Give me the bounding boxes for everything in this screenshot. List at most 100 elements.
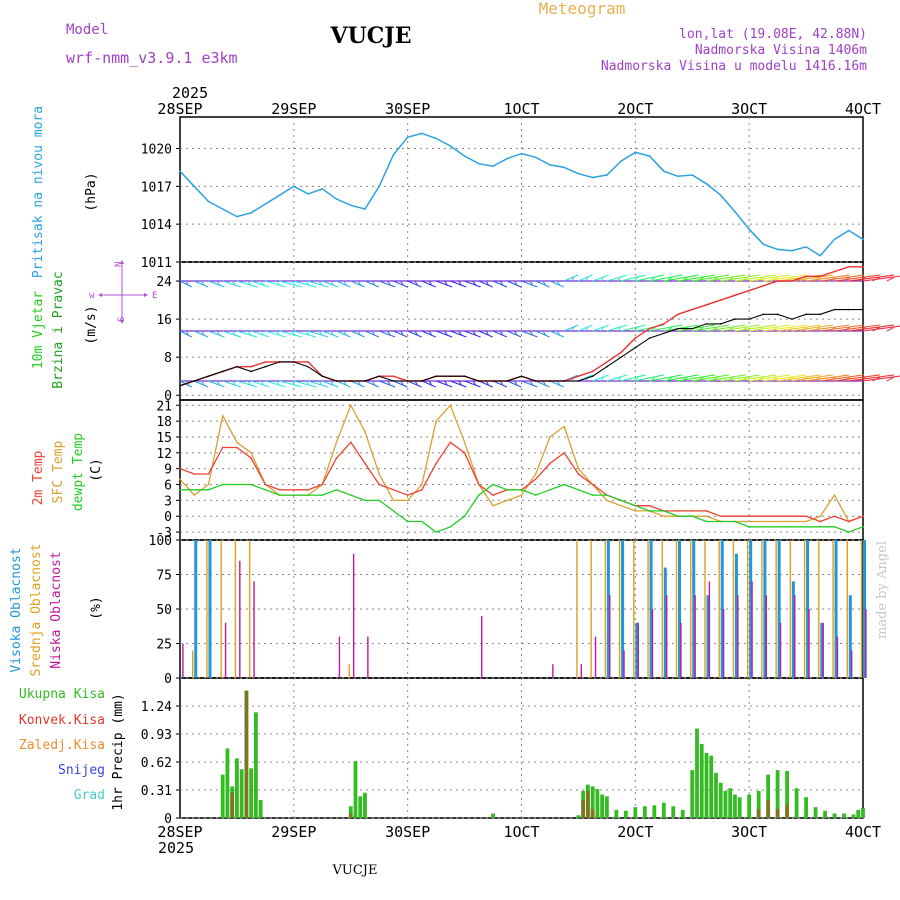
wind-speed-line-point — [392, 380, 395, 382]
cloud-low-bar — [253, 581, 255, 678]
precip-total-bar — [595, 789, 600, 818]
wind-gust-line-point — [392, 375, 395, 378]
wind-speed-line-point — [577, 380, 580, 382]
wind-barb — [450, 280, 467, 288]
wind-speed-line-point — [648, 337, 651, 339]
dewpt-line-point — [236, 483, 238, 486]
wind-barb-flag — [330, 330, 334, 335]
y-tick-label: -3 — [156, 526, 172, 541]
wind-barb — [592, 324, 609, 332]
wind-barb-flag — [318, 330, 323, 335]
temp2m-line-point — [776, 515, 779, 518]
x-tick-top-label: 28SEP — [157, 100, 202, 118]
cloud-mid-bar — [732, 540, 735, 678]
temp2m-line-point — [549, 462, 551, 465]
dewpt-line-point — [762, 525, 765, 528]
temp2m-line-point — [762, 515, 765, 518]
wind-speed-line-point — [435, 375, 437, 378]
sfctemp-line-point — [563, 425, 565, 428]
wind-barb — [620, 324, 646, 332]
cloud-high-bar — [606, 540, 610, 678]
x-tick-top-label: 30SEP — [385, 100, 430, 118]
cloud-mid-bar — [590, 540, 592, 678]
dewpt-line-point — [193, 489, 196, 491]
pressure-line-point — [862, 238, 864, 241]
temp2m-line-point — [819, 520, 822, 523]
y-tick-label: 0 — [164, 510, 172, 525]
wind-gust-line-point — [819, 275, 822, 278]
wind-barb-flag — [499, 330, 503, 335]
wind-barb — [862, 275, 900, 282]
wind-barb — [763, 274, 807, 282]
wind-barb-flag — [185, 330, 189, 335]
temp2m-line-point — [478, 483, 480, 486]
sfctemp-line-point — [520, 494, 523, 496]
sfctemp-line-point — [748, 520, 750, 523]
pressure-line-point — [563, 166, 565, 169]
cloud-low-bar — [822, 622, 824, 678]
precip-frz-title: Zaledj.Kisa — [19, 738, 105, 753]
sfctemp-line-point — [179, 478, 181, 481]
wind-barb-flag — [472, 330, 476, 335]
temp2m-line-point — [862, 515, 864, 518]
cloud-mid-bar — [192, 650, 194, 678]
wind-gust-line-point — [264, 361, 267, 363]
sfctemp-line-point — [236, 441, 238, 444]
cloud-mid-bar — [647, 540, 649, 678]
wind-barb-flag — [387, 380, 391, 385]
dewpt-line-point — [364, 499, 366, 502]
dewpt-line-point — [321, 494, 324, 496]
wind-barb — [606, 274, 628, 282]
precip-total-bar — [756, 790, 761, 818]
cloud-low-bar — [808, 609, 810, 678]
wind-title: 10m Vjetar — [31, 291, 46, 369]
cloud-mid-bar — [803, 540, 806, 678]
wind-gust-line-point — [734, 294, 736, 297]
wind-barb-flag — [260, 280, 264, 285]
x-tick-bottom-label: 30SEP — [385, 823, 430, 841]
pressure-line-point — [634, 151, 637, 154]
wind-barb — [791, 274, 833, 282]
temp2m-line-point — [463, 452, 466, 454]
wind-barb — [692, 274, 730, 282]
wind-barb-flag — [633, 277, 639, 282]
y-tick-label: 0.31 — [141, 784, 172, 799]
pressure-line-point — [577, 172, 580, 175]
sfctemp-line-point — [335, 441, 338, 444]
wind-barb — [734, 324, 777, 332]
wind-barb — [649, 274, 683, 282]
y-tick-label: 18 — [156, 415, 172, 430]
wind-barb-flag — [458, 280, 462, 285]
pressure-line-point — [591, 176, 594, 179]
temp2m-line-point — [734, 515, 736, 518]
wind-barb — [236, 380, 258, 388]
wind-barb — [250, 380, 270, 388]
wind-barb-flag — [305, 380, 310, 385]
precip-total-bar — [714, 772, 718, 818]
wind-barb — [492, 330, 508, 338]
precip-total-bar — [353, 761, 358, 818]
dewpt-line-point — [591, 494, 594, 496]
wind-barb-flag — [305, 280, 310, 285]
pressure-line-point — [335, 198, 338, 200]
wind-barb-flag — [617, 327, 622, 332]
cloud-high-title: Visoka Oblacnost — [9, 547, 24, 672]
pressure-line-point — [207, 200, 210, 203]
wind-barb — [635, 274, 664, 282]
wind-barb — [279, 280, 302, 288]
wind-barb — [364, 380, 380, 388]
sfctemp-line-point — [506, 499, 509, 502]
precip-total-bar — [794, 788, 799, 818]
wind-speed-line-point — [819, 313, 822, 316]
wind-speed-line-point — [406, 380, 409, 382]
wind-barb — [265, 380, 286, 388]
wind-barb — [521, 380, 538, 388]
temp2m-line-point — [677, 510, 679, 512]
dewpt-line-point — [378, 499, 381, 502]
temp2m-line-point — [321, 483, 324, 486]
x-tick-bottom-label: 2OCT — [617, 823, 653, 841]
wind-barb — [478, 330, 493, 338]
dewpt-line-point — [862, 525, 864, 528]
cloud-low-bar — [665, 595, 668, 678]
precip-total-bar — [576, 815, 581, 818]
